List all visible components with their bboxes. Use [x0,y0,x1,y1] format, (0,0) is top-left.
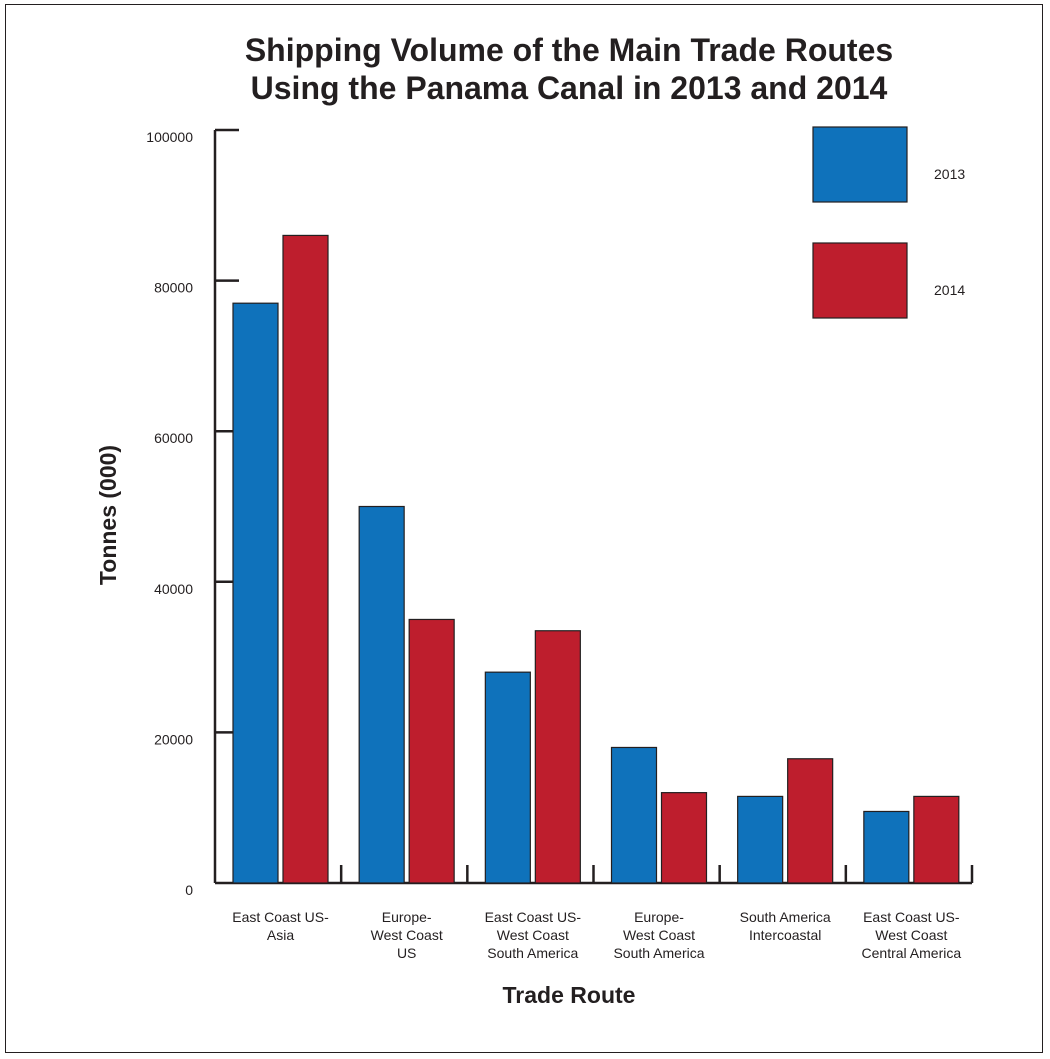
chart-frame: Shipping Volume of the Main Trade Routes… [5,4,1043,1053]
x-tick-label-line: Europe- [382,909,432,925]
x-tick-label: East Coast US- Asia [232,909,329,943]
legend-swatch-2013 [812,126,908,203]
x-tick-label-line: Central America [862,945,962,961]
x-tick-label-line: Intercoastal [749,927,821,943]
x-tick-label-line: East Coast US- [485,909,582,925]
legend: 2013 2014 [812,126,965,319]
bar-chart: Shipping Volume of the Main Trade Routes… [95,32,974,1008]
x-tick-labels: East Coast US- Asia Europe- West Coast US Eas… [232,909,961,961]
legend-label-2014: 2014 [934,282,965,298]
y-tick-label: 60000 [154,430,193,446]
bar-2013-4 [610,746,658,884]
x-tick-label: South America Intercoastal [740,909,831,943]
x-tick-label: East Coast US- West Coast Central America [862,909,962,961]
bar-2013-5 [737,795,784,884]
x-tick-label-line: West Coast [875,927,947,943]
y-tick-label: 20000 [154,731,193,747]
x-tick-label-line: South America [613,945,704,961]
x-tick-label: East Coast US- West Coast South America [485,909,582,961]
x-tick-label-line: East Coast US- [232,909,329,925]
x-axis-title: Trade Route [503,982,636,1008]
x-tick-label-line: South America [740,909,831,925]
x-tick-label-line: West Coast [371,927,443,943]
bar-2014-3 [534,630,581,884]
x-tick-label: Europe- West Coast US [371,909,443,961]
chart-title: Shipping Volume of the Main Trade Routes… [245,32,893,106]
y-tick-labels: 0 20000 40000 60000 80000 100000 [146,129,193,898]
bar-2013-6 [863,810,910,884]
axes [213,128,974,885]
bar-2013-1 [232,302,279,884]
x-tick-label-line: US [397,945,416,961]
bar-2014-1 [282,234,329,884]
x-tick-label: Europe- West Coast South America [613,909,704,961]
y-tick-label: 80000 [154,280,193,296]
x-tick-label-line: Asia [267,927,294,943]
bar-2014-4 [660,792,708,884]
x-tick-label-line: West Coast [623,927,695,943]
bars [232,234,960,884]
bar-2014-5 [787,758,834,884]
bar-2014-6 [913,795,960,884]
chart-title-line: Shipping Volume of the Main Trade Routes [245,32,893,68]
bar-2013-2 [358,505,405,884]
x-tick-label-line: South America [487,945,578,961]
y-tick-label: 100000 [146,129,193,145]
x-tick-label-line: West Coast [497,927,569,943]
x-tick-label-line: Europe- [634,909,684,925]
y-axis-title: Tonnes (000) [95,445,121,585]
legend-label-2013: 2013 [934,166,965,182]
y-tick-label: 40000 [154,581,193,597]
bar-2013-3 [484,671,531,884]
x-tick-label-line: East Coast US- [863,909,960,925]
bar-2014-2 [408,618,455,884]
legend-swatch-2014 [812,242,908,319]
y-tick-label: 0 [185,882,193,898]
chart-title-line: Using the Panama Canal in 2013 and 2014 [251,70,888,106]
